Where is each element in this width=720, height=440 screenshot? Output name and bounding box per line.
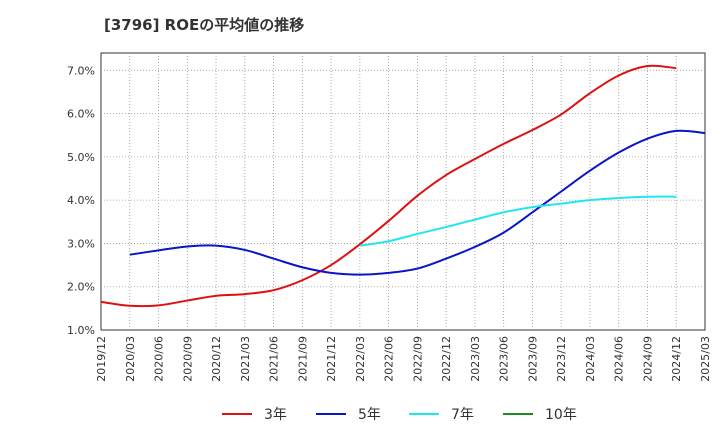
y-axis-tick-labels: 1.0% 2.0% 3.0% 4.0% 5.0% 6.0% 7.0% (67, 64, 95, 337)
x-tick-label: 2024/06 (613, 336, 626, 382)
legend-label: 3年 (264, 407, 287, 423)
x-tick-label: 2023/03 (469, 336, 482, 382)
y-tick-label: 3.0% (67, 237, 95, 250)
x-tick-label: 2022/06 (383, 336, 396, 382)
y-tick-label: 1.0% (67, 324, 95, 337)
x-tick-label: 2020/06 (153, 336, 166, 382)
chart-title: [3796] ROEの平均値の推移 (104, 16, 305, 34)
x-tick-label: 2025/03 (699, 336, 712, 382)
grid-lines (101, 53, 705, 330)
series-line-7年 (359, 195, 677, 247)
legend-label: 7年 (451, 407, 474, 423)
x-tick-label: 2021/09 (296, 336, 309, 382)
legend-label: 10年 (545, 407, 577, 423)
y-tick-label: 4.0% (67, 194, 95, 207)
y-tick-label: 6.0% (67, 108, 95, 121)
x-tick-label: 2024/12 (670, 336, 683, 382)
x-tick-label: 2024/09 (641, 336, 654, 382)
x-tick-label: 2021/12 (325, 336, 338, 382)
x-tick-label: 2020/09 (181, 336, 194, 382)
x-tick-label: 2023/06 (498, 336, 511, 382)
x-tick-label: 2021/06 (268, 336, 281, 382)
x-tick-label: 2022/03 (354, 336, 367, 382)
series-line-3年 (100, 64, 677, 308)
x-tick-label: 2023/12 (555, 336, 568, 382)
x-tick-label: 2024/03 (584, 336, 597, 382)
x-tick-label: 2022/09 (411, 336, 424, 382)
legend: 3年 5年 7年 10年 (222, 407, 577, 423)
legend-label: 5年 (358, 407, 381, 423)
x-tick-label: 2023/09 (526, 336, 539, 382)
y-tick-label: 5.0% (67, 151, 95, 164)
x-tick-label: 2020/12 (210, 336, 223, 382)
plot-area (100, 52, 706, 331)
x-axis-tick-labels: 2019/12 2020/03 2020/06 2020/09 2020/12 2021/… (95, 336, 712, 382)
series-line-5年 (129, 129, 706, 276)
x-tick-label: 2022/12 (440, 336, 453, 382)
y-tick-label: 2.0% (67, 281, 95, 294)
y-tick-label: 7.0% (67, 64, 95, 77)
x-tick-label: 2020/03 (124, 336, 137, 382)
series-lines (100, 64, 706, 308)
x-tick-label: 2021/03 (239, 336, 252, 382)
x-tick-label: 2019/12 (95, 336, 108, 382)
